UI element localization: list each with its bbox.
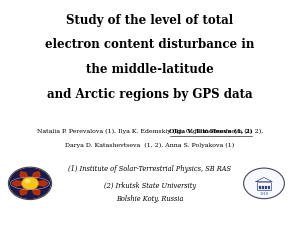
Circle shape — [22, 177, 38, 190]
Text: Olga V. Timofeeva (1, 2): Olga V. Timofeeva (1, 2) — [169, 129, 253, 134]
Text: Study of the level of total: Study of the level of total — [66, 14, 234, 27]
Text: (1) Institute of Solar-Terrestrial Physics, SB RAS: (1) Institute of Solar-Terrestrial Physi… — [68, 165, 232, 173]
Text: Darya D. Katashevtseva  (1, 2), Anna S. Polyakova (1): Darya D. Katashevtseva (1, 2), Anna S. P… — [65, 142, 235, 148]
Bar — [265, 186, 267, 189]
Polygon shape — [20, 183, 30, 195]
Text: Natalia P. Perevalova (1), Ilya K. Edemskiy (1), Olga V. Timofeeva (1, 2),: Natalia P. Perevalova (1), Ilya K. Edems… — [37, 129, 263, 134]
Polygon shape — [20, 172, 30, 183]
Bar — [259, 186, 261, 189]
Polygon shape — [30, 172, 40, 183]
Circle shape — [25, 179, 31, 183]
Polygon shape — [30, 181, 48, 186]
Polygon shape — [12, 181, 30, 186]
Polygon shape — [256, 178, 272, 182]
Circle shape — [9, 168, 51, 199]
Text: the middle-latitude: the middle-latitude — [86, 63, 214, 76]
Text: and Arctic regions by GPS data: and Arctic regions by GPS data — [47, 88, 253, 101]
Bar — [257, 182, 271, 190]
Bar — [268, 186, 270, 189]
Circle shape — [244, 169, 284, 198]
Text: 1918: 1918 — [260, 192, 268, 196]
Bar — [262, 186, 264, 189]
Text: electron content disturbance in: electron content disturbance in — [45, 38, 255, 52]
Text: Bolshie Koty, Russia: Bolshie Koty, Russia — [116, 195, 184, 203]
Polygon shape — [30, 183, 40, 195]
Text: (2) Irkutsk State University: (2) Irkutsk State University — [104, 182, 196, 190]
